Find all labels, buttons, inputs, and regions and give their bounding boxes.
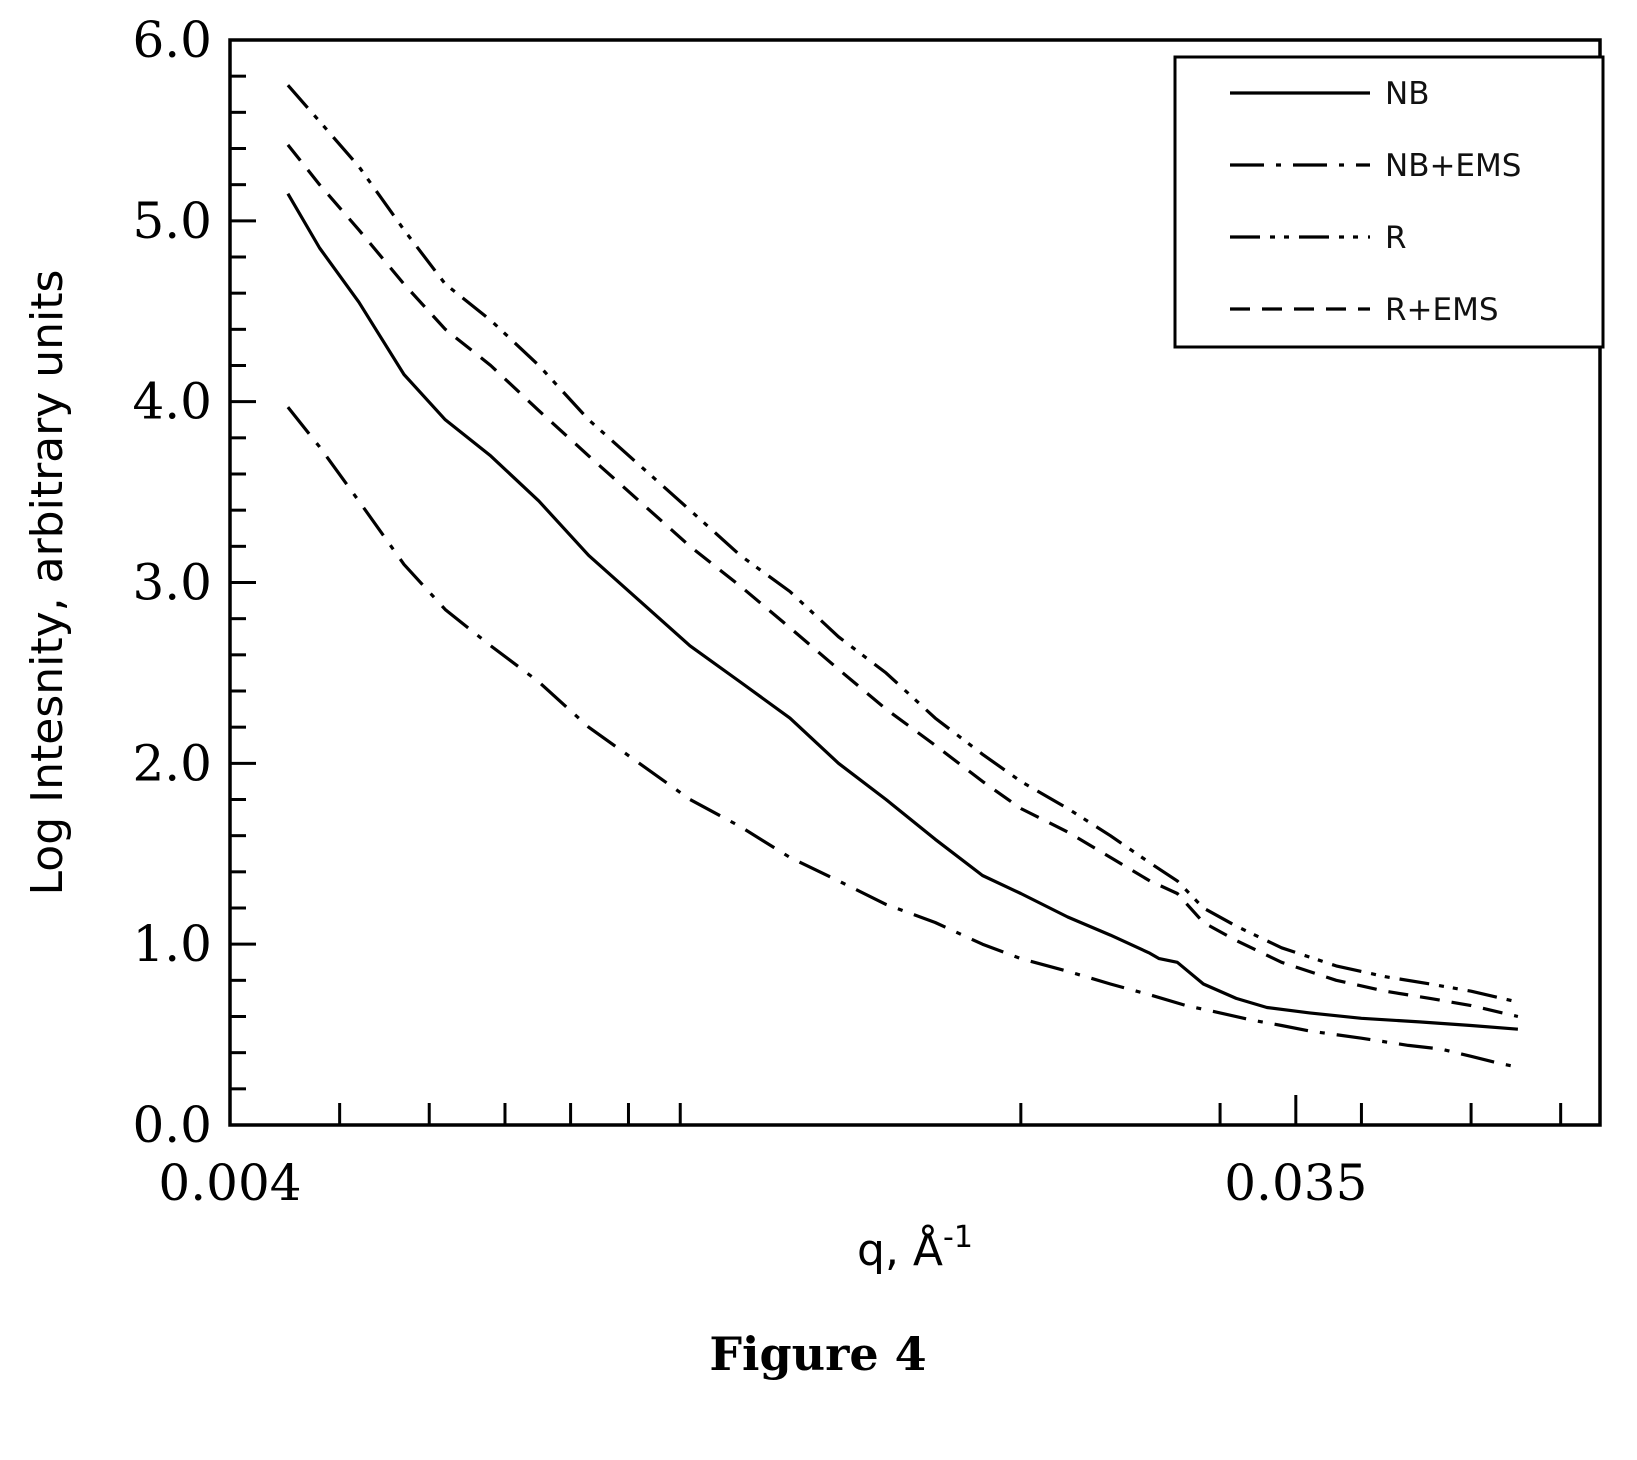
y-tick-label: 4.0 (132, 373, 212, 431)
series-line-r (286, 84, 1519, 1004)
legend-box (1173, 55, 1605, 349)
x-axis-label: q, Å-1 (857, 1220, 973, 1276)
series-line-nb (286, 192, 1519, 1031)
series-line-r-ems (286, 143, 1519, 1019)
x-axis-label-superscript: -1 (943, 1220, 973, 1255)
y-tick-label: 6.0 (132, 11, 212, 69)
legend-label-nb: NB (1385, 76, 1429, 112)
y-axis-ticks: 0.0 1.0 2.0 3.0 4.0 5.0 6.0 (132, 11, 256, 1154)
y-tick-label: 0.0 (132, 1096, 212, 1154)
x-axis-ticks: 0.004 0.035 (158, 1095, 1563, 1212)
x-tick-label: 0.035 (1224, 1154, 1367, 1212)
series-layer (286, 84, 1519, 1069)
legend-label-r-ems: R+EMS (1385, 292, 1499, 328)
figure-caption: Figure 4 (709, 1327, 926, 1381)
y-tick-label: 2.0 (132, 734, 212, 792)
legend-label-r: R (1385, 220, 1407, 256)
y-tick-label: 5.0 (132, 192, 212, 250)
legend: NB NB+EMS R R+EMS (1173, 55, 1605, 349)
y-tick-label: 3.0 (132, 554, 212, 612)
y-tick-label: 1.0 (132, 915, 212, 973)
y-axis-label: Log Intesnity, arbitrary units (22, 270, 73, 896)
x-axis-label-text: q, Å (857, 1223, 943, 1276)
legend-label-nb-ems: NB+EMS (1385, 148, 1521, 184)
x-tick-label: 0.004 (158, 1154, 301, 1212)
series-line-nb-ems (286, 406, 1519, 1069)
